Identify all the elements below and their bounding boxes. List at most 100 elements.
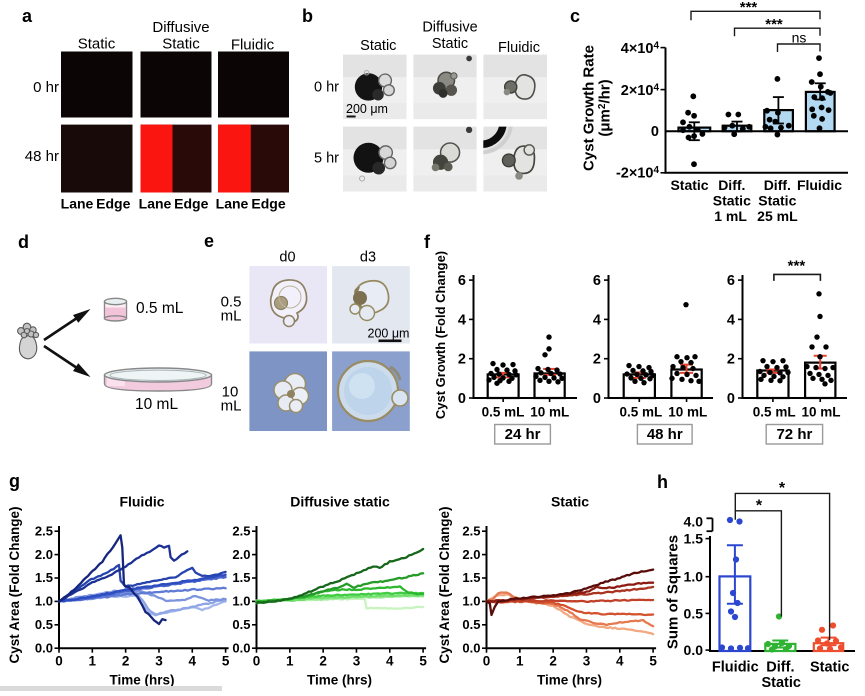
svg-text:e: e <box>204 231 214 251</box>
svg-text:2: 2 <box>458 352 466 368</box>
svg-text:Cyst Area (Fold Change): Cyst Area (Fold Change) <box>7 506 22 663</box>
svg-text:5 hr: 5 hr <box>314 151 339 167</box>
svg-text:*: * <box>756 498 763 515</box>
svg-text:6: 6 <box>727 273 735 289</box>
svg-text:b: b <box>302 6 313 26</box>
svg-text:Cyst Area (Fold Change): Cyst Area (Fold Change) <box>437 506 452 663</box>
svg-text:d0: d0 <box>279 250 295 266</box>
svg-text:Time (hrs): Time (hrs) <box>537 673 602 688</box>
svg-text:2: 2 <box>319 654 327 669</box>
svg-text:25 mL: 25 mL <box>757 208 798 224</box>
svg-text:4: 4 <box>189 654 197 669</box>
svg-text:g: g <box>9 471 20 491</box>
svg-text:Lane: Lane <box>61 196 94 212</box>
svg-text:Static: Static <box>78 36 116 53</box>
svg-text:Lane: Lane <box>216 196 249 212</box>
svg-text:4: 4 <box>727 312 735 328</box>
svg-text:0: 0 <box>55 654 63 669</box>
svg-text:***: *** <box>788 258 806 275</box>
svg-text:0.5 mL: 0.5 mL <box>620 405 663 420</box>
svg-text:48 hr: 48 hr <box>25 148 59 165</box>
svg-text:1: 1 <box>516 654 524 669</box>
svg-text:4: 4 <box>593 312 601 328</box>
svg-text:2.5: 2.5 <box>462 523 480 538</box>
svg-text:ns: ns <box>792 30 807 46</box>
svg-text:0.5 mL: 0.5 mL <box>753 405 796 420</box>
svg-text:0.0: 0.0 <box>232 640 250 655</box>
svg-text:Fluidic: Fluidic <box>119 494 164 510</box>
svg-text:0.5: 0.5 <box>221 294 242 311</box>
svg-text:Static: Static <box>360 38 396 54</box>
svg-text:1.5: 1.5 <box>232 570 250 585</box>
svg-text:Edge: Edge <box>174 196 208 212</box>
svg-text:0.0: 0.0 <box>35 640 53 655</box>
svg-text:Static: Static <box>551 494 589 510</box>
svg-text:2: 2 <box>122 654 130 669</box>
svg-text:2: 2 <box>727 352 735 368</box>
svg-text:2: 2 <box>593 352 601 368</box>
svg-text:1 mL: 1 mL <box>714 208 747 224</box>
svg-text:Static: Static <box>162 36 200 53</box>
svg-text:Time (hrs): Time (hrs) <box>109 673 174 688</box>
svg-text:Static: Static <box>670 177 708 193</box>
svg-text:Sum of Squares: Sum of Squares <box>665 535 682 649</box>
svg-text:2: 2 <box>549 654 557 669</box>
svg-text:10 mL: 10 mL <box>801 405 840 420</box>
svg-text:6: 6 <box>458 273 466 289</box>
svg-text:Edge: Edge <box>96 196 130 212</box>
svg-text:Diffusive static: Diffusive static <box>290 494 390 510</box>
svg-text:***: *** <box>740 0 758 16</box>
svg-text:2.0: 2.0 <box>462 547 480 562</box>
svg-text:Lane: Lane <box>139 196 172 212</box>
svg-text:1.5: 1.5 <box>462 570 480 585</box>
svg-text:1: 1 <box>286 654 294 669</box>
svg-text:1.0: 1.0 <box>462 594 480 609</box>
svg-text:Fluidic: Fluidic <box>797 177 842 193</box>
svg-text:0.0: 0.0 <box>462 640 480 655</box>
svg-text:c: c <box>570 6 580 26</box>
svg-text:2.5: 2.5 <box>35 523 53 538</box>
svg-text:Time (hrs): Time (hrs) <box>307 673 372 688</box>
svg-text:4: 4 <box>458 312 466 328</box>
svg-text:3: 3 <box>353 654 361 669</box>
svg-text:0: 0 <box>651 124 659 140</box>
svg-text:10 mL: 10 mL <box>135 396 178 413</box>
svg-text:1.0: 1.0 <box>232 594 250 609</box>
svg-text:f: f <box>424 232 431 252</box>
svg-text:0.5 mL: 0.5 mL <box>482 405 525 420</box>
svg-text:-2×104: -2×104 <box>616 165 660 182</box>
svg-text:Edge: Edge <box>251 196 285 212</box>
svg-text:(μm2/hr): (μm2/hr) <box>597 79 614 136</box>
svg-text:3: 3 <box>583 654 591 669</box>
svg-text:2.0: 2.0 <box>35 547 53 562</box>
svg-text:4: 4 <box>386 654 394 669</box>
svg-text:0: 0 <box>458 391 466 407</box>
svg-text:0 hr: 0 hr <box>33 79 59 96</box>
svg-text:1.5: 1.5 <box>35 570 53 585</box>
svg-text:mL: mL <box>221 308 242 325</box>
svg-text:Static: Static <box>758 193 796 209</box>
svg-text:Fluidic: Fluidic <box>712 660 759 676</box>
svg-text:*: * <box>779 480 786 497</box>
svg-text:Cyst Growth Rate: Cyst Growth Rate <box>581 45 598 171</box>
svg-text:5: 5 <box>222 654 230 669</box>
svg-text:Diff.: Diff. <box>766 660 794 676</box>
svg-text:Static: Static <box>713 193 751 209</box>
svg-text:1.0: 1.0 <box>684 569 704 585</box>
svg-text:6: 6 <box>593 273 601 289</box>
svg-text:4×104: 4×104 <box>621 41 660 58</box>
svg-text:10 mL: 10 mL <box>668 405 707 420</box>
svg-text:Diffusive: Diffusive <box>152 19 209 36</box>
svg-text:0 hr: 0 hr <box>314 80 339 96</box>
svg-text:Fluidic: Fluidic <box>498 40 540 56</box>
svg-text:0.0: 0.0 <box>684 642 704 658</box>
svg-text:d3: d3 <box>360 250 376 266</box>
svg-text:2×104: 2×104 <box>621 83 660 100</box>
svg-text:10: 10 <box>222 384 239 401</box>
svg-text:mL: mL <box>221 398 242 415</box>
svg-text:Fluidic: Fluidic <box>231 37 275 54</box>
svg-text:Diff.: Diff. <box>718 177 745 193</box>
svg-text:2.0: 2.0 <box>232 547 250 562</box>
svg-text:0: 0 <box>727 391 735 407</box>
svg-text:1.0: 1.0 <box>35 594 53 609</box>
